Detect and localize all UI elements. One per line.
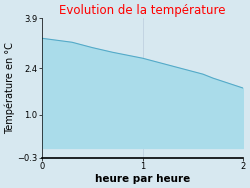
Y-axis label: Température en °C: Température en °C bbox=[4, 42, 15, 134]
X-axis label: heure par heure: heure par heure bbox=[95, 174, 190, 184]
Title: Evolution de la température: Evolution de la température bbox=[59, 4, 226, 17]
